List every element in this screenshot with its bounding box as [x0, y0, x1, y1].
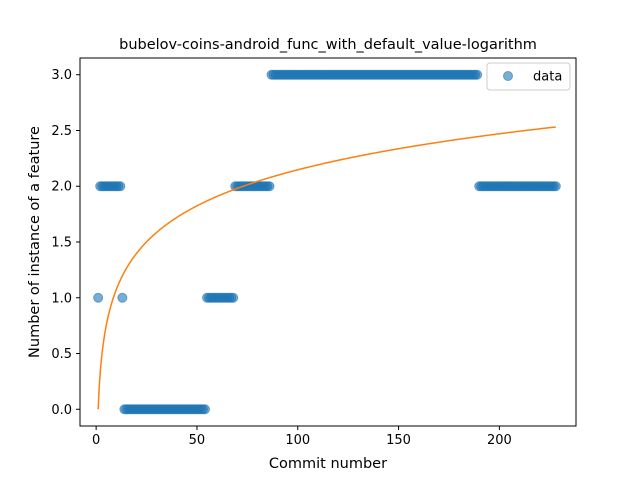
x-tick-label: 200 [487, 433, 512, 448]
y-tick-label: 0.5 [51, 347, 72, 362]
y-tick-label: 1.0 [51, 291, 72, 306]
y-tick-label: 3.0 [51, 68, 72, 83]
legend-frame [486, 62, 571, 91]
x-axis-label: Commit number [269, 456, 387, 472]
fit-line [97, 126, 556, 410]
x-tick-label: 50 [189, 433, 206, 448]
data-point [264, 181, 275, 192]
x-tick-label: 150 [386, 433, 411, 448]
data-point [200, 404, 211, 415]
data-point [228, 292, 239, 303]
y-tick-label: 2.0 [51, 180, 72, 195]
plot-area: 0 50 100 150 200 0.0 0.5 1.0 1.5 2.0 2.5 3.0 [51, 57, 577, 448]
legend-label-data: data [533, 70, 562, 85]
data-point [93, 292, 104, 303]
chart-title: bubelov-coins-android_func_with_default_… [119, 37, 537, 53]
y-axis-label: Number of instance of a feature [27, 126, 43, 358]
y-tick-label: 1.5 [51, 236, 72, 251]
y-tick-label: 0.0 [51, 403, 72, 418]
y-tick-label: 2.5 [51, 124, 72, 139]
data-point [550, 181, 561, 192]
x-tick-label: 100 [285, 433, 310, 448]
x-tick-label: 0 [92, 433, 100, 448]
data-point [115, 181, 126, 192]
legend: data [486, 62, 571, 91]
data-point [472, 69, 483, 80]
data-point [117, 292, 128, 303]
legend-marker-data [503, 71, 513, 81]
